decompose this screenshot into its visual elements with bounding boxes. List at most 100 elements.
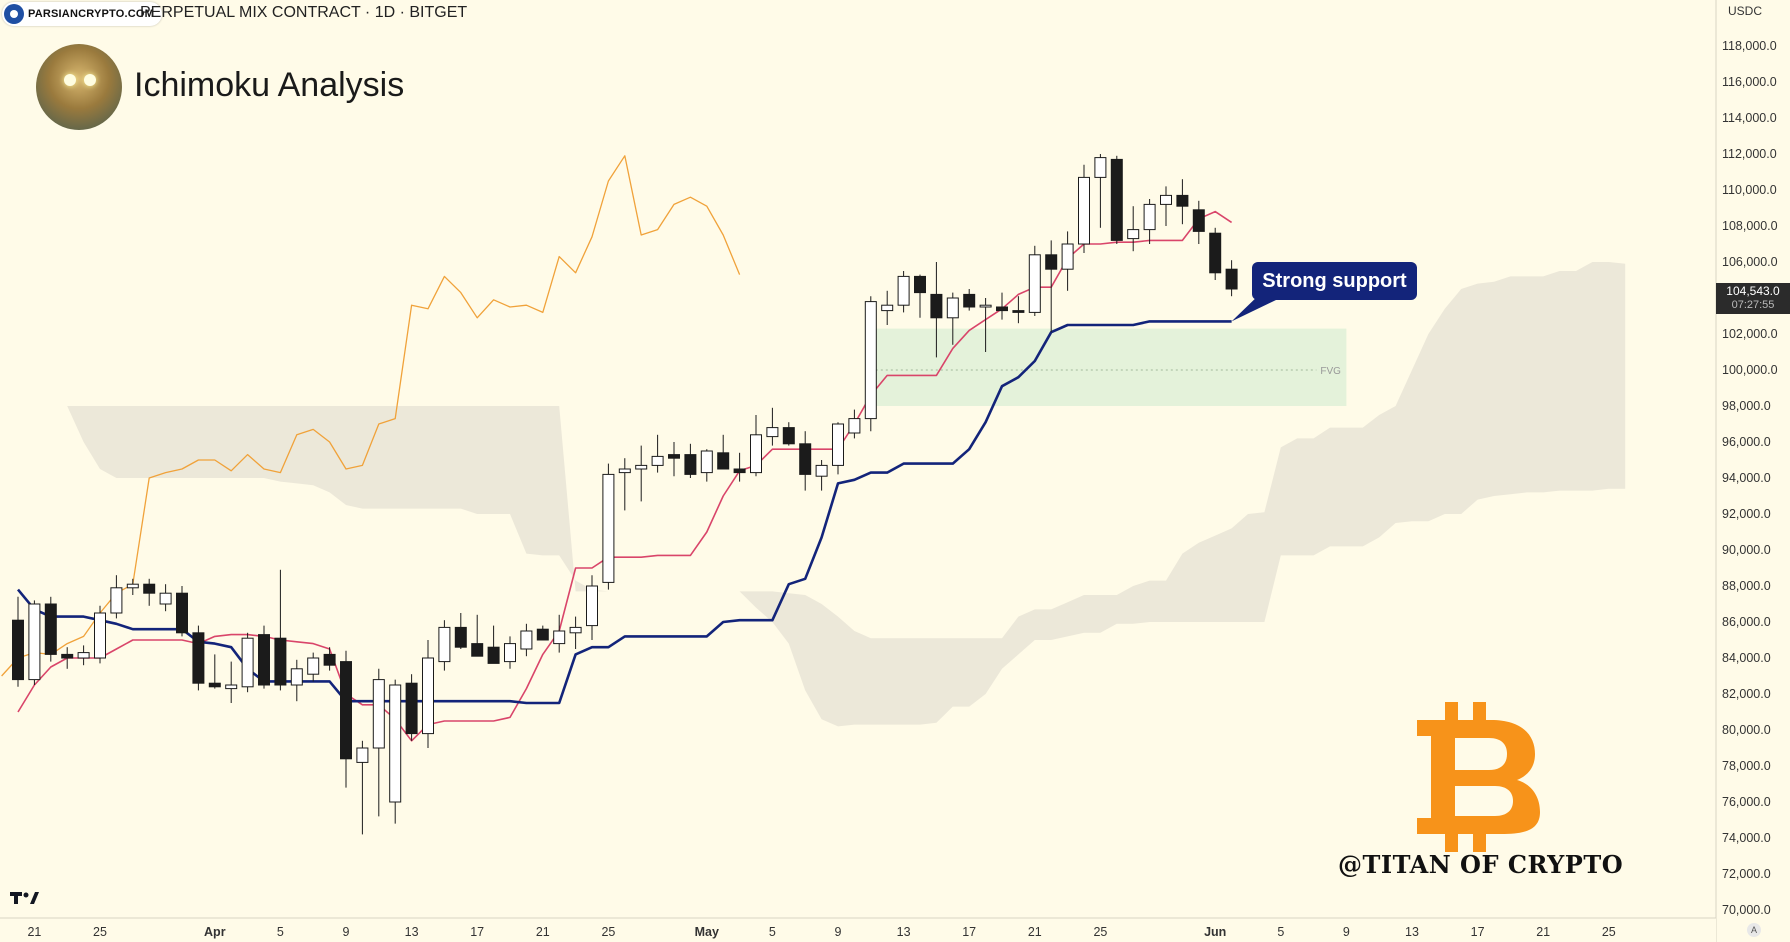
price-tick-label: 94,000.0 bbox=[1722, 471, 1771, 485]
time-tick-label: Jun bbox=[1204, 925, 1226, 939]
candle[interactable] bbox=[881, 304, 894, 312]
candle[interactable] bbox=[914, 275, 926, 294]
candle[interactable] bbox=[1061, 243, 1074, 270]
candle[interactable] bbox=[225, 684, 238, 690]
price-tick-label: 96,000.0 bbox=[1722, 435, 1771, 449]
candle[interactable] bbox=[1160, 194, 1172, 205]
candle[interactable] bbox=[323, 653, 336, 666]
candle[interactable] bbox=[602, 473, 615, 583]
price-tick-label: 116,000.0 bbox=[1722, 75, 1777, 89]
candle[interactable] bbox=[12, 619, 24, 681]
candle[interactable] bbox=[405, 682, 418, 735]
currency-label[interactable]: USDC bbox=[1728, 4, 1763, 18]
candle[interactable] bbox=[28, 603, 41, 681]
candle[interactable] bbox=[1127, 229, 1140, 240]
candle[interactable] bbox=[766, 427, 779, 438]
candle[interactable] bbox=[307, 657, 320, 675]
candle[interactable] bbox=[258, 634, 270, 686]
candle[interactable] bbox=[1143, 203, 1156, 231]
candle[interactable] bbox=[897, 275, 910, 306]
candle[interactable] bbox=[569, 626, 582, 634]
time-axis[interactable] bbox=[0, 918, 1716, 942]
candle[interactable] bbox=[586, 585, 598, 627]
candle[interactable] bbox=[143, 583, 156, 594]
candle[interactable] bbox=[1192, 209, 1205, 232]
candle[interactable] bbox=[815, 464, 828, 477]
candle[interactable] bbox=[668, 454, 680, 459]
candle[interactable] bbox=[372, 679, 385, 749]
candle[interactable] bbox=[1209, 232, 1222, 274]
auto-scale-button[interactable]: A bbox=[1747, 923, 1761, 937]
candle[interactable] bbox=[963, 293, 976, 308]
time-tick-label: 25 bbox=[93, 925, 107, 939]
candle[interactable] bbox=[241, 637, 254, 688]
candle[interactable] bbox=[946, 297, 959, 319]
candle[interactable] bbox=[996, 306, 1008, 312]
candle[interactable] bbox=[1028, 254, 1041, 313]
candle[interactable] bbox=[799, 443, 812, 475]
candle[interactable] bbox=[504, 643, 516, 663]
candle[interactable] bbox=[94, 612, 106, 659]
candle[interactable] bbox=[77, 652, 90, 659]
candle[interactable] bbox=[274, 637, 287, 686]
candle[interactable] bbox=[61, 653, 74, 659]
candle[interactable] bbox=[930, 293, 943, 319]
time-tick-label: May bbox=[695, 925, 719, 939]
candle[interactable] bbox=[700, 450, 713, 474]
price-tick-label: 98,000.0 bbox=[1722, 399, 1771, 413]
candle[interactable] bbox=[192, 632, 205, 684]
price-axis[interactable] bbox=[1716, 0, 1790, 942]
candle[interactable] bbox=[733, 468, 746, 474]
time-tick-label: 9 bbox=[1343, 925, 1350, 939]
candle[interactable] bbox=[487, 646, 500, 664]
candle[interactable] bbox=[110, 587, 123, 614]
candle[interactable] bbox=[635, 464, 648, 470]
candle[interactable] bbox=[1094, 157, 1107, 178]
candle[interactable] bbox=[1012, 310, 1025, 313]
candle[interactable] bbox=[684, 454, 697, 475]
candle[interactable] bbox=[422, 657, 434, 735]
candle[interactable] bbox=[750, 434, 762, 474]
candle[interactable] bbox=[290, 668, 303, 686]
candle[interactable] bbox=[438, 626, 451, 663]
candle[interactable] bbox=[782, 427, 795, 445]
candle[interactable] bbox=[717, 452, 730, 470]
time-tick-label: 25 bbox=[1602, 925, 1616, 939]
price-tick-label: 90,000.0 bbox=[1722, 543, 1771, 557]
candle[interactable] bbox=[356, 747, 369, 763]
candle[interactable] bbox=[832, 423, 844, 466]
symbol-line[interactable]: PERPETUAL MIX CONTRACT · 1D · BITGET bbox=[140, 4, 468, 21]
price-tick-label: 110,000.0 bbox=[1722, 183, 1777, 197]
candle[interactable] bbox=[208, 682, 221, 688]
candle[interactable] bbox=[520, 630, 533, 650]
candle[interactable] bbox=[1045, 254, 1058, 270]
candle[interactable] bbox=[1078, 176, 1090, 245]
page-title: Ichimoku Analysis bbox=[134, 66, 405, 104]
candle[interactable] bbox=[1110, 158, 1123, 241]
candle[interactable] bbox=[44, 603, 57, 655]
candle[interactable] bbox=[848, 418, 861, 434]
candle[interactable] bbox=[553, 630, 566, 645]
candle[interactable] bbox=[126, 583, 139, 589]
candle[interactable] bbox=[340, 661, 352, 760]
candle[interactable] bbox=[618, 468, 631, 474]
support-callout: Strong support bbox=[1252, 262, 1417, 300]
candle[interactable] bbox=[454, 626, 467, 648]
candle[interactable] bbox=[389, 684, 402, 803]
price-tick-label: 78,000.0 bbox=[1722, 759, 1771, 773]
time-tick-label: 21 bbox=[1028, 925, 1042, 939]
candle[interactable] bbox=[159, 592, 172, 605]
candle[interactable] bbox=[979, 304, 992, 308]
price-tick-label: 86,000.0 bbox=[1722, 615, 1771, 629]
candle[interactable] bbox=[471, 643, 484, 657]
time-tick-label: 17 bbox=[962, 925, 976, 939]
candle[interactable] bbox=[864, 301, 877, 420]
candle[interactable] bbox=[1176, 194, 1189, 207]
tradingview-logo-icon[interactable] bbox=[10, 886, 40, 912]
candle[interactable] bbox=[1225, 268, 1238, 290]
candle[interactable] bbox=[536, 628, 549, 641]
candle[interactable] bbox=[651, 455, 664, 466]
candle[interactable] bbox=[176, 592, 188, 634]
